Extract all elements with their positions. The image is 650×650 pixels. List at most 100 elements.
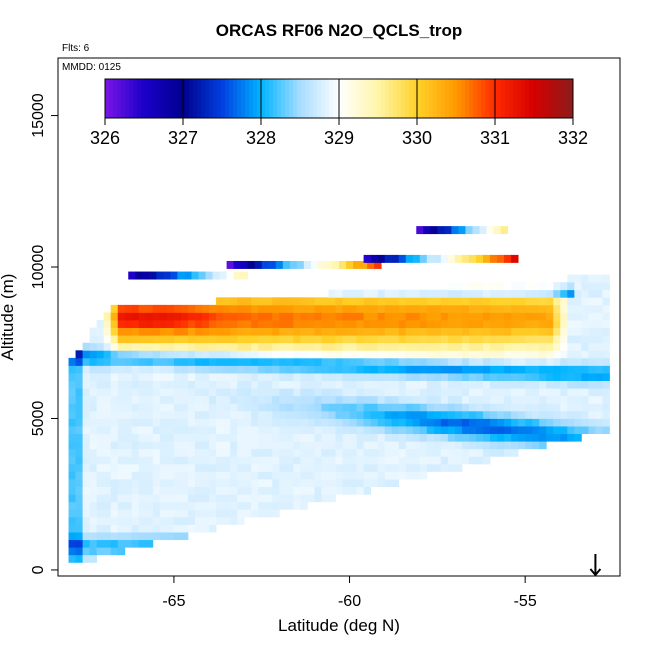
- heatmap-cell: [180, 501, 189, 510]
- heatmap-cell: [588, 282, 596, 291]
- heatmap-cell: [532, 357, 540, 366]
- heatmap-cell: [166, 335, 175, 344]
- heatmap-cell: [117, 516, 126, 525]
- heatmap-cell: [602, 388, 610, 397]
- heatmap-cell: [321, 494, 329, 503]
- heatmap-cell: [398, 335, 407, 344]
- heatmap-cell: [454, 410, 463, 419]
- heatmap-cell: [567, 433, 575, 442]
- heatmap-cell: [328, 426, 336, 435]
- heatmap-cell: [110, 448, 119, 457]
- heatmap-cell: [363, 312, 372, 321]
- heatmap-cell: [131, 524, 140, 533]
- heatmap-cell: [602, 327, 610, 336]
- heatmap-cell: [567, 357, 575, 366]
- heatmap-cell: [497, 365, 505, 374]
- heatmap-cell: [468, 320, 477, 328]
- heatmap-cell: [237, 395, 245, 404]
- heatmap-cell: [490, 418, 498, 427]
- heatmap-cell: [468, 456, 477, 465]
- heatmap-cell: [180, 456, 189, 465]
- heatmap-cell: [216, 327, 224, 336]
- heatmap-cell: [475, 357, 484, 366]
- heatmap-cell: [145, 373, 154, 382]
- heatmap-cell: [279, 297, 287, 306]
- heatmap-cell: [335, 395, 343, 404]
- heatmap-cell: [581, 327, 589, 336]
- heatmap-cell: [244, 448, 252, 457]
- heatmap-cell: [546, 410, 554, 419]
- heatmap-cell: [124, 342, 133, 351]
- heatmap-cell: [209, 448, 217, 457]
- heatmap-cell: [461, 335, 470, 344]
- heatmap-cell: [209, 403, 217, 412]
- heatmap-cell: [483, 403, 491, 412]
- heatmap-cell: [138, 426, 147, 435]
- heatmap-cell: [475, 327, 484, 336]
- heatmap-cell: [258, 342, 266, 351]
- heatmap-cell: [546, 297, 554, 306]
- heatmap-cell: [244, 320, 252, 328]
- heatmap-cell: [581, 365, 589, 374]
- heatmap-cell: [180, 433, 189, 442]
- heatmap-cell: [152, 448, 161, 457]
- heatmap-cell: [223, 463, 231, 472]
- heatmap-cell: [349, 380, 357, 389]
- heatmap-cell: [391, 373, 400, 382]
- heatmap-cell: [117, 388, 126, 397]
- heatmap-cell: [75, 463, 83, 472]
- colorbar-swatch: [285, 79, 290, 118]
- heatmap-cell: [145, 532, 154, 541]
- heatmap-cell: [574, 365, 582, 374]
- heatmap-cell: [68, 418, 76, 427]
- heatmap-cell: [405, 463, 414, 472]
- heatmap-cell: [286, 463, 294, 472]
- heatmap-cell: [307, 297, 315, 306]
- heatmap-cell: [391, 388, 400, 397]
- heatmap-cell: [546, 388, 554, 397]
- colorbar-tick-label: 326: [90, 128, 120, 148]
- heatmap-cell: [124, 479, 133, 488]
- heatmap-cell: [321, 380, 329, 389]
- heatmap-cell: [89, 471, 98, 480]
- heatmap-cell: [307, 395, 315, 404]
- heatmap-cell: [152, 426, 161, 435]
- heatmap-cell: [75, 524, 83, 533]
- heatmap-cell: [398, 380, 407, 389]
- heatmap-cell: [391, 304, 400, 313]
- heatmap-cell: [258, 403, 266, 412]
- heatmap-cell: [581, 335, 589, 344]
- heatmap-cell: [117, 403, 126, 412]
- heatmap-cell: [440, 441, 449, 450]
- heatmap-cell: [110, 494, 119, 503]
- heatmap-cell: [216, 297, 224, 306]
- heatmap-cell: [356, 312, 364, 321]
- colorbar-swatch: [309, 79, 314, 118]
- heatmap-cell: [342, 410, 350, 419]
- heatmap-cell: [138, 395, 147, 404]
- heatmap-cell: [89, 554, 98, 563]
- heatmap-cell: [454, 463, 463, 472]
- heatmap-cell: [398, 365, 407, 374]
- heatmap-cell: [490, 342, 498, 351]
- heatmap-cell: [454, 433, 463, 442]
- heatmap-cell: [461, 380, 470, 389]
- heatmap-cell: [468, 335, 477, 344]
- heatmap-cell: [82, 532, 91, 541]
- heatmap-cell: [363, 254, 372, 263]
- heatmap-cell: [237, 335, 245, 344]
- heatmap-cell: [272, 380, 280, 389]
- heatmap-cell: [272, 327, 280, 336]
- heatmap-cell: [75, 554, 83, 563]
- heatmap-cell: [426, 426, 435, 435]
- heatmap-cell: [475, 297, 484, 306]
- heatmap-cell: [145, 335, 154, 344]
- heatmap-cell: [468, 254, 477, 263]
- heatmap-cell: [145, 327, 154, 336]
- heatmap-cell: [272, 320, 280, 328]
- heatmap-cell: [124, 380, 133, 389]
- heatmap-cell: [461, 357, 470, 366]
- heatmap-cell: [202, 479, 210, 488]
- colorbar-swatch: [361, 79, 366, 118]
- heatmap-cell: [405, 403, 414, 412]
